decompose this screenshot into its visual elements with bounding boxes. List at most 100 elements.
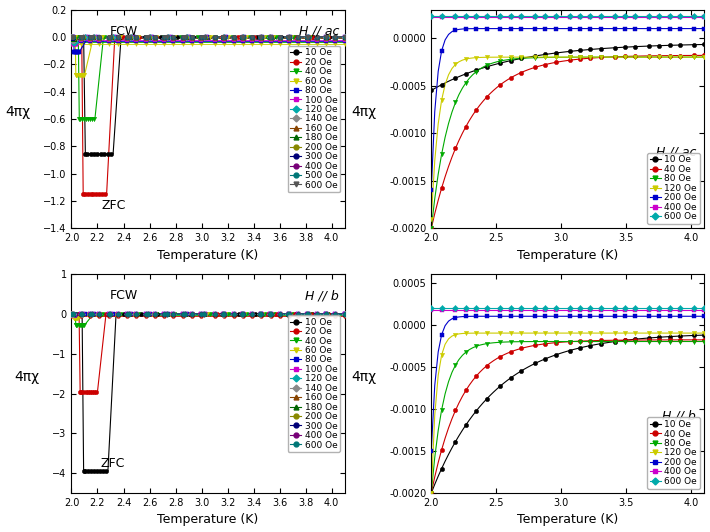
- Point: [67, 33, 78, 41]
- Point: [76, 321, 87, 329]
- Point: [67, 36, 78, 44]
- Point: [158, 310, 170, 318]
- Point: [67, 33, 78, 41]
- Point: [131, 310, 142, 318]
- Point: [265, 32, 276, 41]
- Point: [339, 310, 350, 318]
- Point: [112, 310, 124, 319]
- Point: [77, 310, 88, 318]
- Point: [302, 33, 313, 41]
- Point: [126, 32, 138, 41]
- Point: [320, 32, 332, 41]
- Point: [246, 311, 258, 319]
- Point: [84, 312, 96, 320]
- Point: [320, 34, 332, 43]
- Point: [94, 38, 105, 47]
- Point: [180, 32, 191, 41]
- Point: [264, 32, 275, 41]
- Point: [339, 310, 350, 318]
- Point: [75, 310, 87, 318]
- Point: [339, 310, 350, 318]
- Point: [274, 33, 285, 41]
- Point: [329, 34, 341, 43]
- Point: [66, 38, 77, 47]
- Point: [67, 35, 79, 43]
- Point: [67, 33, 78, 41]
- Point: [168, 310, 179, 318]
- Point: [219, 310, 230, 318]
- Point: [195, 32, 207, 41]
- Point: [209, 34, 221, 43]
- Point: [436, 80, 447, 89]
- Point: [66, 310, 77, 318]
- Point: [124, 32, 136, 41]
- Point: [265, 32, 276, 41]
- Point: [283, 310, 295, 318]
- Point: [67, 34, 78, 42]
- Point: [67, 36, 78, 44]
- Point: [236, 32, 247, 41]
- Point: [67, 33, 78, 41]
- Point: [283, 32, 295, 41]
- Point: [103, 32, 114, 41]
- Point: [86, 32, 97, 41]
- Point: [75, 310, 87, 318]
- Point: [195, 310, 207, 318]
- Point: [293, 37, 304, 45]
- Point: [619, 305, 630, 314]
- Point: [112, 34, 124, 42]
- Point: [425, 224, 437, 232]
- Point: [574, 12, 586, 20]
- Point: [219, 310, 230, 318]
- Point: [66, 32, 77, 41]
- Point: [246, 32, 258, 41]
- Point: [450, 437, 462, 446]
- Point: [264, 310, 275, 318]
- Point: [293, 310, 304, 318]
- Point: [140, 310, 151, 318]
- Point: [209, 34, 221, 43]
- Point: [311, 36, 322, 44]
- Point: [94, 310, 105, 318]
- Point: [67, 310, 78, 319]
- Point: [94, 33, 105, 41]
- Point: [515, 13, 527, 21]
- Point: [550, 305, 562, 314]
- Point: [66, 33, 77, 41]
- Point: [290, 32, 301, 41]
- Point: [140, 310, 151, 318]
- Point: [654, 305, 665, 314]
- Point: [256, 38, 267, 47]
- Point: [133, 32, 144, 41]
- Point: [515, 344, 527, 353]
- Point: [75, 310, 87, 318]
- Point: [198, 310, 209, 318]
- Point: [283, 34, 295, 43]
- Point: [66, 310, 77, 319]
- Point: [674, 329, 686, 337]
- Point: [505, 304, 516, 312]
- Point: [283, 34, 295, 42]
- Point: [112, 33, 124, 41]
- Point: [67, 310, 78, 318]
- Legend: 10 Oe, 40 Oe, 80 Oe, 120 Oe, 200 Oe, 400 Oe, 600 Oe: 10 Oe, 40 Oe, 80 Oe, 120 Oe, 200 Oe, 400…: [648, 418, 700, 488]
- Point: [77, 310, 88, 318]
- Point: [209, 32, 221, 41]
- Point: [339, 32, 350, 41]
- Point: [94, 310, 105, 318]
- Point: [140, 32, 151, 41]
- Point: [302, 310, 313, 318]
- Point: [86, 310, 97, 318]
- Point: [320, 310, 332, 318]
- Point: [180, 32, 192, 41]
- Point: [237, 310, 248, 318]
- Point: [584, 337, 596, 346]
- Point: [256, 33, 267, 41]
- Point: [339, 32, 350, 41]
- Point: [158, 310, 170, 318]
- Point: [339, 34, 350, 43]
- Point: [121, 310, 133, 318]
- Point: [595, 304, 606, 312]
- Point: [133, 310, 144, 318]
- Point: [131, 38, 142, 47]
